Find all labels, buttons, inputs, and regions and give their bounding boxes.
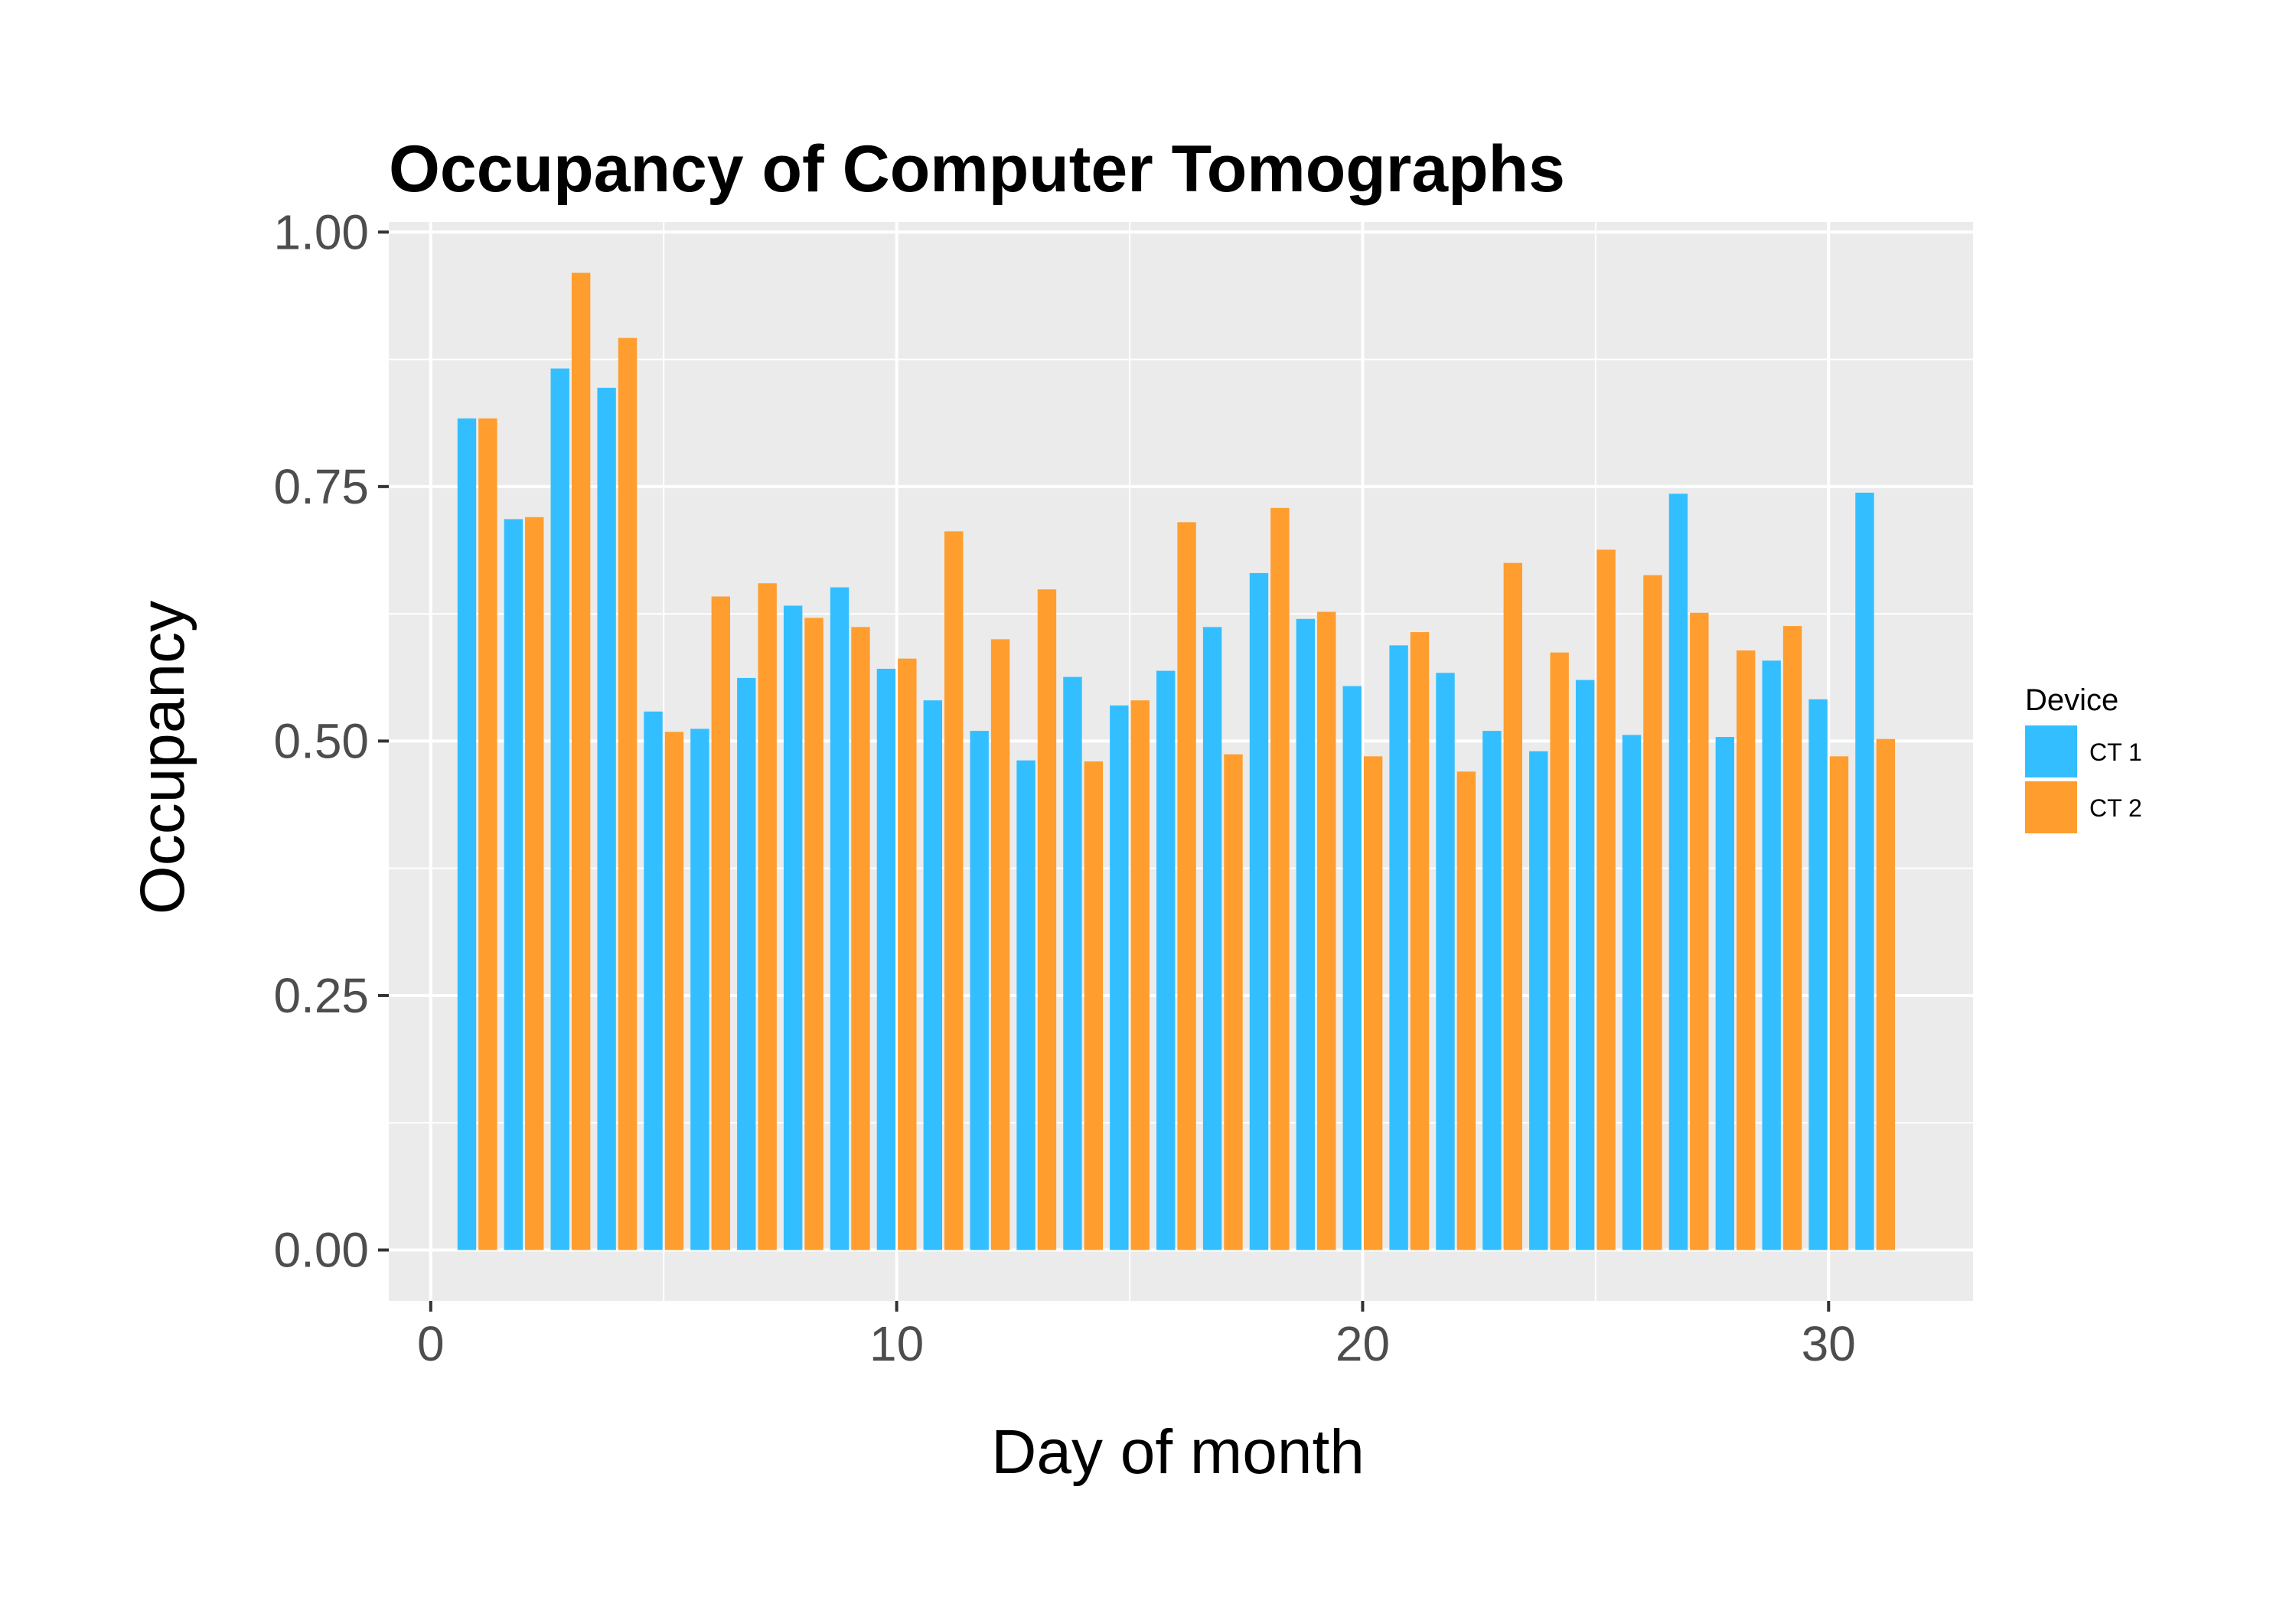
bar-ct1-day-19 xyxy=(1296,618,1316,1250)
bar-ct1-day-25 xyxy=(1575,680,1595,1250)
x-tick-label: 30 xyxy=(1802,1316,1856,1371)
legend: Device CT 1 CT 2 xyxy=(2025,683,2142,833)
bar-ct2-day-12 xyxy=(990,639,1010,1250)
bar-ct2-day-9 xyxy=(851,627,870,1250)
bar-ct2-day-10 xyxy=(898,658,917,1250)
bar-ct2-day-7 xyxy=(758,583,777,1250)
bar-ct1-day-12 xyxy=(970,731,989,1250)
bar-ct1-day-4 xyxy=(597,387,616,1250)
bar-ct2-day-5 xyxy=(664,732,684,1250)
bar-ct1-day-16 xyxy=(1156,670,1176,1250)
bar-ct1-day-15 xyxy=(1110,705,1129,1250)
bar-ct1-day-24 xyxy=(1529,751,1548,1250)
bar-ct2-day-26 xyxy=(1643,575,1662,1250)
y-axis-title: Occupancy xyxy=(128,601,197,914)
bars-layer xyxy=(457,272,1896,1250)
bar-ct2-day-18 xyxy=(1270,507,1290,1250)
bar-ct1-day-7 xyxy=(737,677,756,1250)
y-tick-label: 1.00 xyxy=(273,204,369,259)
bar-ct1-day-20 xyxy=(1342,686,1362,1250)
bar-ct1-day-21 xyxy=(1389,645,1408,1250)
x-axis-title: Day of month xyxy=(991,1417,1365,1487)
bar-ct2-day-22 xyxy=(1456,771,1476,1250)
x-tick-label: 10 xyxy=(869,1316,924,1371)
bar-ct2-day-6 xyxy=(711,596,730,1250)
bar-ct1-day-8 xyxy=(783,605,803,1250)
legend-key-ct2 xyxy=(2025,781,2077,833)
bar-ct2-day-8 xyxy=(804,618,823,1250)
x-tick-label: 20 xyxy=(1336,1316,1390,1371)
bar-ct1-day-9 xyxy=(830,587,850,1250)
bar-ct2-day-11 xyxy=(944,531,964,1250)
bar-ct1-day-30 xyxy=(1808,699,1828,1250)
bar-ct2-day-15 xyxy=(1130,700,1150,1250)
bar-ct2-day-3 xyxy=(571,272,591,1250)
bar-ct1-day-3 xyxy=(550,368,569,1250)
bar-ct2-day-16 xyxy=(1177,522,1196,1250)
y-tick-label: 0.50 xyxy=(273,713,369,768)
y-tick-label: 0.75 xyxy=(273,459,369,514)
legend-label-ct1: CT 1 xyxy=(2089,738,2142,766)
legend-label-ct2: CT 2 xyxy=(2089,794,2142,822)
bar-ct2-day-19 xyxy=(1317,611,1336,1250)
bar-ct2-day-31 xyxy=(1876,738,1896,1250)
bar-ct1-day-17 xyxy=(1202,627,1222,1250)
x-tick-label: 0 xyxy=(417,1316,445,1371)
bar-ct2-day-24 xyxy=(1550,652,1569,1250)
legend-title: Device xyxy=(2025,683,2118,717)
bar-ct2-day-2 xyxy=(525,517,544,1250)
legend-key-ct1 xyxy=(2025,725,2077,777)
bar-ct2-day-14 xyxy=(1084,761,1104,1250)
bar-ct2-day-27 xyxy=(1690,612,1709,1250)
bar-ct2-day-30 xyxy=(1829,756,1849,1250)
bar-ct1-day-11 xyxy=(923,700,942,1250)
bar-ct1-day-14 xyxy=(1063,676,1082,1250)
bar-ct2-day-4 xyxy=(618,337,638,1250)
bar-ct2-day-25 xyxy=(1596,549,1616,1250)
bar-ct2-day-13 xyxy=(1037,589,1057,1250)
bar-ct1-day-26 xyxy=(1622,735,1642,1250)
bar-ct1-day-28 xyxy=(1715,737,1734,1250)
chart-title: Occupancy of Computer Tomographs xyxy=(389,132,1565,206)
bar-ct2-day-28 xyxy=(1737,650,1756,1250)
bar-ct1-day-22 xyxy=(1436,673,1455,1250)
y-tick-label: 0.00 xyxy=(273,1222,369,1277)
bar-ct1-day-18 xyxy=(1249,572,1269,1250)
bar-ct2-day-29 xyxy=(1782,626,1802,1250)
y-tick-label: 0.25 xyxy=(273,968,369,1023)
bar-ct1-day-31 xyxy=(1855,492,1874,1250)
axes-layer: 0.00 0.25 0.50 0.75 1.00 0 10 20 30 xyxy=(273,204,1855,1371)
bar-ct1-day-10 xyxy=(876,668,896,1250)
bar-ct2-day-20 xyxy=(1363,756,1383,1250)
bar-ct1-day-1 xyxy=(457,418,477,1250)
bar-ct2-day-23 xyxy=(1503,562,1522,1250)
bar-ct2-day-17 xyxy=(1224,754,1243,1250)
bar-ct1-day-2 xyxy=(504,519,523,1250)
bar-ct1-day-6 xyxy=(690,729,709,1250)
bar-ct2-day-21 xyxy=(1410,632,1430,1250)
bar-ct1-day-29 xyxy=(1762,660,1781,1250)
bar-ct1-day-23 xyxy=(1482,731,1502,1250)
bar-ct1-day-27 xyxy=(1668,494,1688,1250)
bar-ct2-day-1 xyxy=(478,418,497,1250)
bar-ct1-day-5 xyxy=(644,711,663,1250)
bar-ct1-day-13 xyxy=(1016,760,1035,1250)
